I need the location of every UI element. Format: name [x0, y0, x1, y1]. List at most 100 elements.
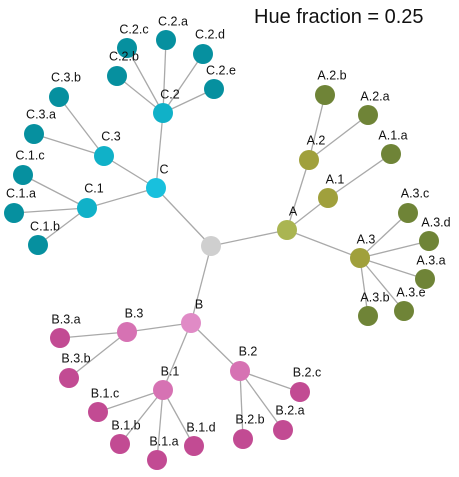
label-a-2: A.2: [307, 133, 326, 147]
label-b-1-c: B.1.c: [91, 386, 120, 400]
node-a-1: [318, 188, 338, 208]
label-c-1-a: C.1.a: [6, 186, 36, 200]
label-b-3: B.3: [125, 306, 144, 320]
node-b-3-a: [50, 328, 70, 348]
label-c: C: [159, 162, 168, 176]
node-a-2: [299, 150, 319, 170]
label-a-3-c: A.3.c: [401, 186, 430, 200]
label-b-2-c: B.2.c: [293, 365, 322, 379]
node-b-1-c: [88, 402, 108, 422]
node-a-3-a: [415, 269, 435, 289]
edge-c-2-to-c-2-d: [162, 53, 204, 114]
node-b-1: [153, 380, 173, 400]
label-c-2: C.2: [160, 87, 180, 101]
label-a-3-e: A.3.e: [396, 285, 425, 299]
node-c-1-b: [28, 235, 48, 255]
node-c-2-e: [204, 79, 224, 99]
node-b-1-b: [110, 434, 130, 454]
label-a-2-a: A.2.a: [360, 89, 389, 103]
edge-c-1-to-c-1-a: [13, 207, 88, 214]
node-b-2-b: [233, 429, 253, 449]
node-c-3: [94, 146, 114, 166]
node-a-1-a: [381, 144, 401, 164]
label-a-2-b: A.2.b: [317, 68, 346, 82]
node-a-3-b: [358, 306, 378, 326]
node-b-1-a: [147, 450, 167, 470]
edge-b-1-to-b-1-a: [156, 389, 164, 461]
edge-c-2-to-c-2-a: [162, 39, 167, 114]
edge-a-3-to-a-3-e: [359, 257, 405, 312]
edge-a-3-to-a-3-a: [359, 257, 426, 280]
nodes-layer: [4, 30, 439, 470]
label-b-2: B.2: [239, 344, 258, 358]
edge-b-to-b-1: [162, 322, 192, 391]
node-b-2-a: [273, 420, 293, 440]
node-c-1-a: [4, 203, 24, 223]
node-c-2-c: [117, 38, 137, 58]
edges-layer: [13, 39, 430, 461]
node-c-1-c: [13, 165, 33, 185]
label-c-2-c: C.2.c: [119, 22, 148, 36]
label-c-1-c: C.1.c: [15, 148, 44, 162]
node-b-2: [230, 361, 250, 381]
label-c-2-d: C.2.d: [195, 27, 225, 41]
node-a-3-e: [394, 301, 414, 321]
label-c-3-a: C.3.a: [26, 107, 56, 121]
label-a-3-d: A.3.d: [421, 215, 450, 229]
edge-root-to-c: [155, 187, 212, 247]
label-c-3-b: C.3.b: [51, 70, 81, 84]
hue-fraction-title: Hue fraction = 0.25: [254, 6, 424, 28]
node-c-3-a: [24, 124, 44, 144]
edge-b-1-to-b-1-d: [162, 389, 195, 447]
label-b-1-d: B.1.d: [186, 420, 215, 434]
node-a: [277, 220, 297, 240]
edge-root-to-b: [190, 245, 212, 324]
edge-c-to-c-2: [155, 112, 164, 189]
edge-c-3-to-c-3-b: [58, 96, 105, 157]
edge-a-to-a-2: [286, 159, 310, 231]
node-a-2-b: [315, 85, 335, 105]
edge-a-3-to-a-3-c: [359, 212, 409, 259]
node-c-2-b: [107, 66, 127, 86]
edge-a-1-to-a-1-a: [327, 153, 392, 199]
node-b: [181, 313, 201, 333]
edge-c-to-c-3: [103, 155, 157, 189]
edge-b-3-to-b-3-a: [59, 331, 128, 339]
node-b-2-c: [290, 382, 310, 402]
label-c-1-b: C.1.b: [30, 219, 60, 233]
node-c-2: [153, 103, 173, 123]
label-c-2-b: C.2.b: [109, 49, 139, 63]
node-a-3-d: [419, 231, 439, 251]
edge-b-to-b-2: [190, 322, 241, 372]
edge-a-to-a-3: [286, 229, 361, 259]
edge-c-3-to-c-3-a: [33, 133, 105, 157]
node-b-3: [117, 322, 137, 342]
edge-c-to-c-1: [86, 187, 157, 209]
node-a-3: [350, 248, 370, 268]
label-c-1: C.1: [84, 181, 104, 195]
edge-c-2-to-c-2-c: [126, 47, 164, 114]
label-c-2-a: C.2.a: [158, 14, 188, 28]
label-c-3: C.3: [101, 129, 121, 143]
labels-layer: A A.1 A.1.a A.2 A.2.a A.2.b A.3 A.3.a A.3.b A.3.c…: [6, 14, 451, 448]
node-c-2-d: [193, 44, 213, 64]
label-a-3-b: A.3.b: [360, 290, 389, 304]
label-b-1-b: B.1.b: [111, 418, 140, 432]
edge-b-1-to-b-1-b: [119, 389, 164, 445]
label-b-1: B.1: [161, 364, 180, 378]
label-b-3-a: B.3.a: [51, 312, 80, 326]
label-b-3-b: B.3.b: [61, 351, 90, 365]
node-b-1-d: [184, 436, 204, 456]
edge-b-to-b-3: [126, 322, 192, 333]
label-a: A: [289, 204, 298, 218]
edge-c-1-to-c-1-c: [22, 174, 88, 209]
label-a-1: A.1: [326, 172, 345, 186]
edge-root-to-a: [210, 229, 288, 247]
label-a-1-a: A.1.a: [378, 128, 407, 142]
label-b: B: [195, 297, 203, 311]
label-c-2-e: C.2.e: [206, 63, 236, 77]
edge-b-2-to-b-2-b: [239, 370, 244, 440]
edge-a-3-to-a-3-d: [359, 240, 430, 259]
